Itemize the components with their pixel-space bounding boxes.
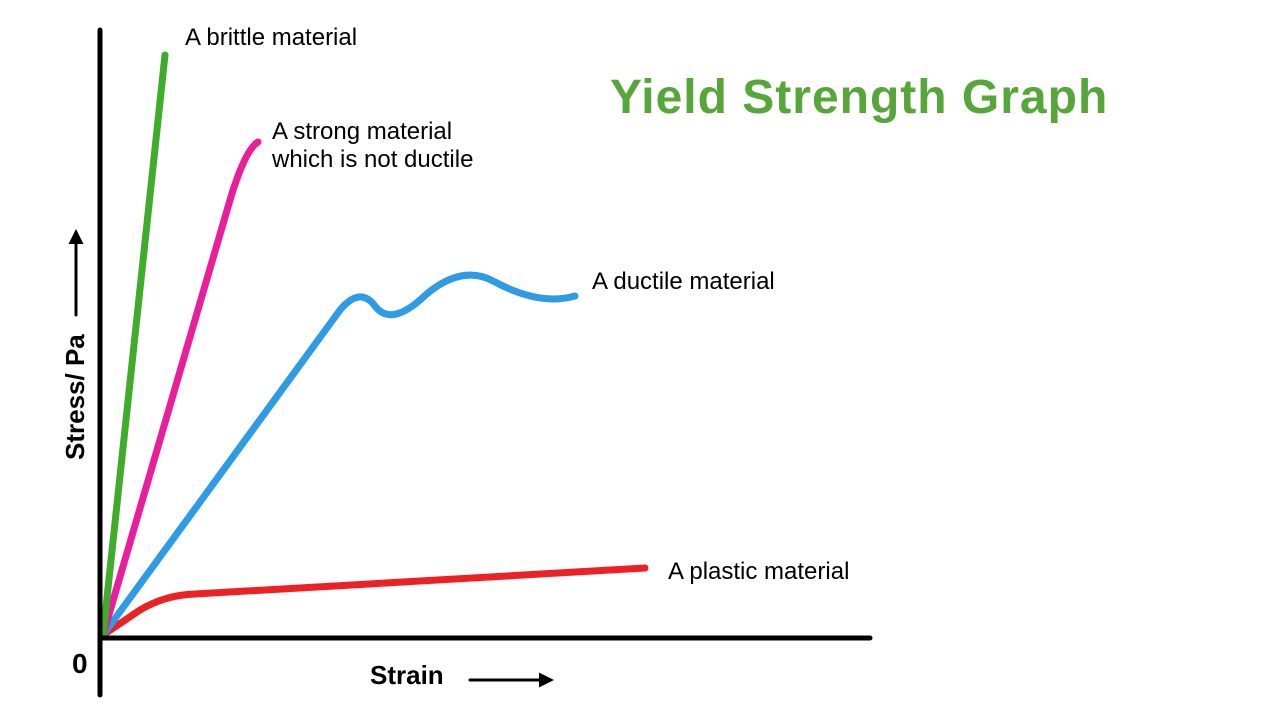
- plastic-curve: [103, 568, 645, 635]
- brittle-curve: [103, 55, 165, 635]
- origin-label: 0: [72, 648, 88, 680]
- chart-stage: Yield Strength Graph Stress/ Pa Strain 0…: [0, 0, 1280, 720]
- brittle-label: A brittle material: [185, 24, 357, 52]
- x-axis-label: Strain: [370, 660, 444, 691]
- plastic-label: A plastic material: [668, 558, 849, 586]
- ductile-curve: [103, 275, 575, 635]
- strong-not-ductile-label: A strong material which is not ductile: [272, 118, 473, 173]
- ductile-label: A ductile material: [592, 268, 775, 296]
- y-axis-label: Stress/ Pa: [60, 334, 91, 460]
- yield-strength-plot: [0, 0, 1280, 720]
